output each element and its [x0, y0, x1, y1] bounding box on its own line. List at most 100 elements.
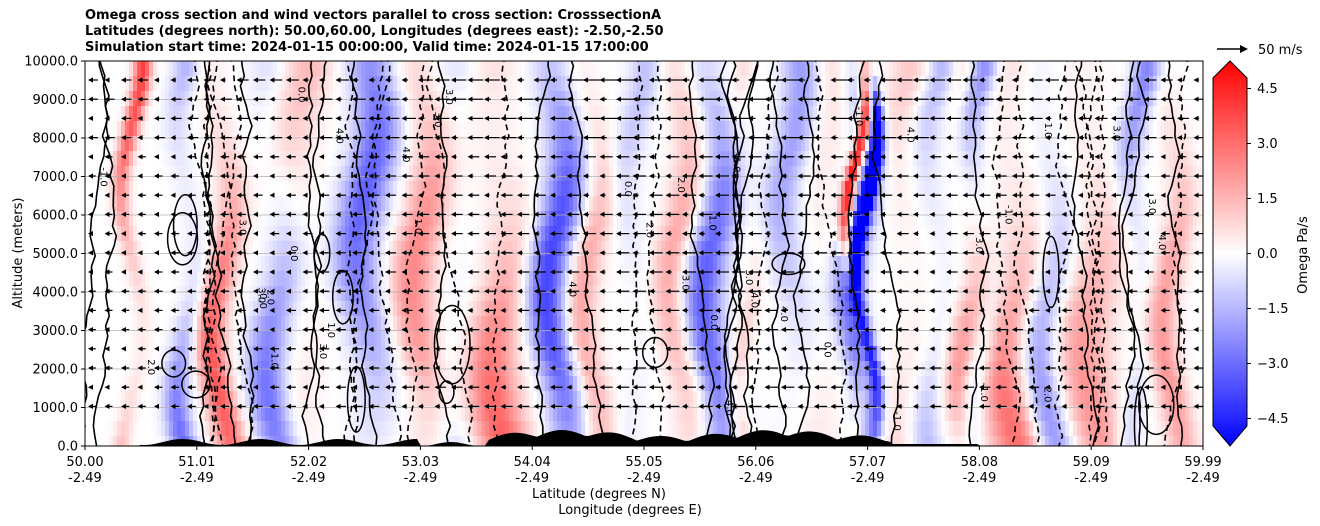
- field-cell: [569, 61, 574, 77]
- field-cell: [565, 376, 570, 392]
- field-cell: [253, 196, 258, 212]
- field-cell: [481, 301, 486, 317]
- field-cell: [433, 271, 438, 287]
- field-cell: [149, 181, 154, 197]
- field-cell: [661, 346, 666, 362]
- field-cell: [789, 196, 794, 212]
- field-cell: [189, 256, 194, 272]
- field-cell: [225, 316, 230, 332]
- field-cell: [405, 271, 410, 287]
- field-cell: [341, 421, 346, 437]
- field-cell: [261, 106, 266, 122]
- field-cell: [129, 346, 134, 362]
- field-cell: [421, 151, 426, 167]
- field-cell: [289, 196, 294, 212]
- field-cell: [837, 121, 842, 137]
- field-cell: [289, 436, 294, 446]
- field-cell: [253, 391, 258, 407]
- field-cell: [617, 241, 622, 257]
- field-cell: [225, 256, 230, 272]
- field-cell: [113, 286, 118, 302]
- field-cell: [385, 406, 390, 422]
- field-cell: [277, 226, 282, 242]
- field-cell: [157, 346, 162, 362]
- field-cell: [469, 391, 474, 407]
- field-cell: [197, 181, 202, 197]
- field-cell: [673, 211, 678, 227]
- field-cell: [821, 391, 826, 407]
- field-cell: [381, 106, 386, 122]
- field-cell: [617, 136, 622, 152]
- field-cell: [641, 271, 646, 287]
- field-cell: [257, 421, 262, 437]
- field-cell: [465, 226, 470, 242]
- field-cell: [173, 76, 178, 92]
- field-cell: [157, 256, 162, 272]
- field-cell: [137, 256, 142, 272]
- field-cell: [197, 211, 202, 227]
- field-cell: [517, 181, 522, 197]
- field-cell: [641, 151, 646, 167]
- field-cell: [145, 391, 150, 407]
- field-cell: [289, 61, 294, 77]
- field-cell: [97, 271, 102, 287]
- field-cell: [113, 421, 118, 437]
- field-cell: [757, 256, 762, 272]
- field-cell: [153, 196, 158, 212]
- field-cell: [293, 271, 298, 287]
- field-cell: [533, 286, 538, 302]
- field-cell: [585, 406, 590, 422]
- field-cell: [605, 406, 610, 422]
- field-cell: [601, 406, 606, 422]
- field-cell: [121, 301, 126, 317]
- field-cell: [297, 76, 302, 92]
- field-cell: [445, 166, 450, 182]
- field-cell: [525, 61, 530, 77]
- field-cell: [801, 106, 806, 122]
- field-cell: [189, 106, 194, 122]
- field-cell: [457, 181, 462, 197]
- field-cell: [129, 61, 134, 77]
- field-cell: [677, 376, 682, 392]
- field-cell: [365, 211, 370, 227]
- field-cell: [113, 121, 118, 137]
- field-cell: [413, 346, 418, 362]
- field-cell: [785, 406, 790, 422]
- field-cell: [393, 121, 398, 137]
- field-cell: [821, 241, 826, 257]
- field-cell: [157, 316, 162, 332]
- field-cell: [429, 316, 434, 332]
- field-cell: [345, 241, 350, 257]
- field-cell: [445, 271, 450, 287]
- field-cell: [497, 181, 502, 197]
- field-cell: [417, 136, 422, 152]
- field-cell: [509, 301, 514, 317]
- field-cell: [517, 121, 522, 137]
- field-cell: [321, 211, 326, 227]
- field-cell: [325, 271, 330, 287]
- field-cell: [637, 106, 642, 122]
- field-cell: [325, 301, 330, 317]
- field-cell: [113, 391, 118, 407]
- field-cell: [361, 151, 366, 167]
- field-cell: [125, 256, 130, 272]
- field-cell: [397, 181, 402, 197]
- field-cell: [469, 151, 474, 167]
- field-cell: [341, 286, 346, 302]
- field-cell: [161, 181, 166, 197]
- field-cell: [733, 151, 738, 167]
- field-cell: [753, 391, 758, 407]
- field-cell: [165, 421, 170, 437]
- field-cell: [189, 61, 194, 77]
- field-cell: [609, 106, 614, 122]
- field-cell: [833, 421, 838, 437]
- field-cell: [373, 301, 378, 317]
- field-cell: [641, 106, 646, 122]
- field-cell: [453, 406, 458, 422]
- field-cell: [249, 346, 254, 362]
- field-cell: [757, 121, 762, 137]
- field-cell: [313, 181, 318, 197]
- field-cell: [93, 151, 98, 167]
- field-cell: [353, 286, 358, 302]
- field-cell: [229, 241, 234, 257]
